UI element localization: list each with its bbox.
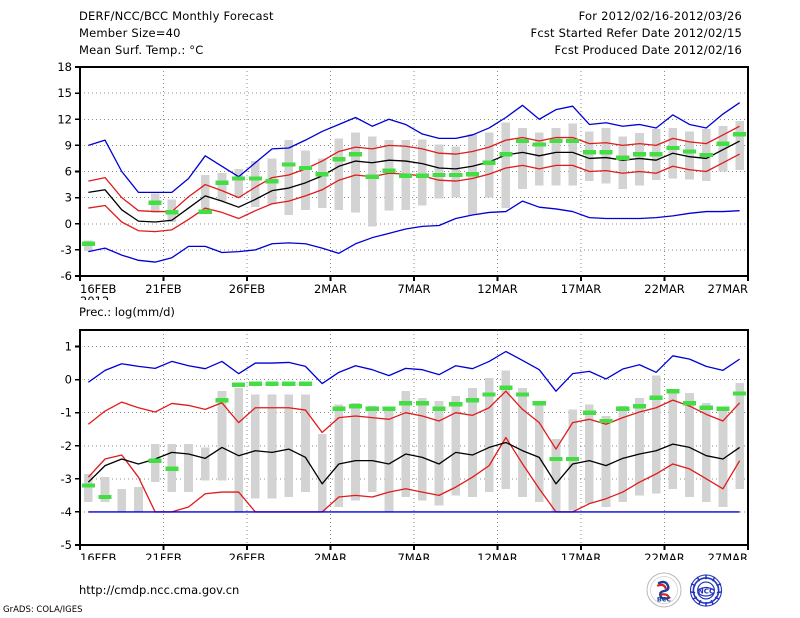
member-size-label: Member Size=40: [79, 26, 181, 40]
ncc-logo-text: NCC: [698, 586, 715, 595]
precipitation-panel-title: Prec.: log(mm/d): [79, 305, 175, 319]
svg-text:22MAR: 22MAR: [644, 551, 684, 560]
precipitation-chart: 10-1-2-3-4-516FEB201221FEB26FEB2MAR7MAR1…: [0, 300, 800, 560]
svg-text:12MAR: 12MAR: [477, 551, 517, 560]
svg-text:16FEB: 16FEB: [80, 282, 117, 296]
svg-text:27MAR: 27MAR: [708, 551, 748, 560]
svg-text:0: 0: [65, 373, 72, 387]
svg-text:7MAR: 7MAR: [397, 551, 430, 560]
svg-text:-6: -6: [61, 269, 72, 283]
svg-text:1: 1: [65, 340, 72, 354]
forecast-produced-date-label: Fcst Produced Date 2012/02/16: [554, 43, 742, 57]
svg-text:6: 6: [65, 165, 72, 179]
svg-text:-2: -2: [61, 439, 72, 453]
bcc-logo: BCC: [646, 572, 682, 608]
svg-text:17MAR: 17MAR: [561, 282, 601, 296]
svg-text:26FEB: 26FEB: [229, 551, 266, 560]
page-title: DERF/NCC/BCC Monthly Forecast: [79, 9, 274, 23]
svg-text:12MAR: 12MAR: [477, 282, 517, 296]
svg-text:-3: -3: [61, 243, 72, 257]
temperature-panel-title: Mean Surf. Temp.: °C: [79, 43, 204, 57]
svg-text:18: 18: [57, 60, 72, 74]
svg-text:22MAR: 22MAR: [644, 282, 684, 296]
svg-text:9: 9: [65, 138, 72, 152]
svg-text:3: 3: [65, 191, 72, 205]
svg-text:7MAR: 7MAR: [397, 282, 430, 296]
bcc-logo-text: BCC: [657, 596, 672, 604]
svg-text:-5: -5: [61, 538, 72, 552]
svg-text:-1: -1: [61, 406, 72, 420]
svg-text:2MAR: 2MAR: [314, 282, 347, 296]
ncc-logo: NCC: [688, 572, 724, 608]
svg-text:-3: -3: [61, 472, 72, 486]
svg-text:16FEB: 16FEB: [80, 551, 117, 560]
grads-credit: GrADS: COLA/IGES: [3, 605, 83, 615]
svg-text:17MAR: 17MAR: [561, 551, 601, 560]
temperature-chart: 18 15 12 9 6 3 0 -3 -6 16FEB2012 21FEB 26FEB 2MAR 7MA…: [0, 60, 800, 300]
forecast-start-date-label: Fcst Started Refer Date 2012/02/15: [530, 26, 742, 40]
svg-text:21FEB: 21FEB: [145, 282, 182, 296]
svg-text:27MAR: 27MAR: [708, 282, 748, 296]
svg-text:2012: 2012: [80, 294, 109, 300]
svg-text:2MAR: 2MAR: [314, 551, 347, 560]
svg-text:15: 15: [57, 86, 72, 100]
svg-text:26FEB: 26FEB: [229, 282, 266, 296]
svg-text:21FEB: 21FEB: [145, 551, 182, 560]
website-url[interactable]: http://cmdp.ncc.cma.gov.cn: [79, 583, 240, 597]
forecast-period-label: For 2012/02/16-2012/03/26: [578, 9, 742, 23]
svg-text:-4: -4: [61, 505, 72, 519]
svg-text:0: 0: [65, 217, 72, 231]
svg-text:12: 12: [57, 112, 72, 126]
